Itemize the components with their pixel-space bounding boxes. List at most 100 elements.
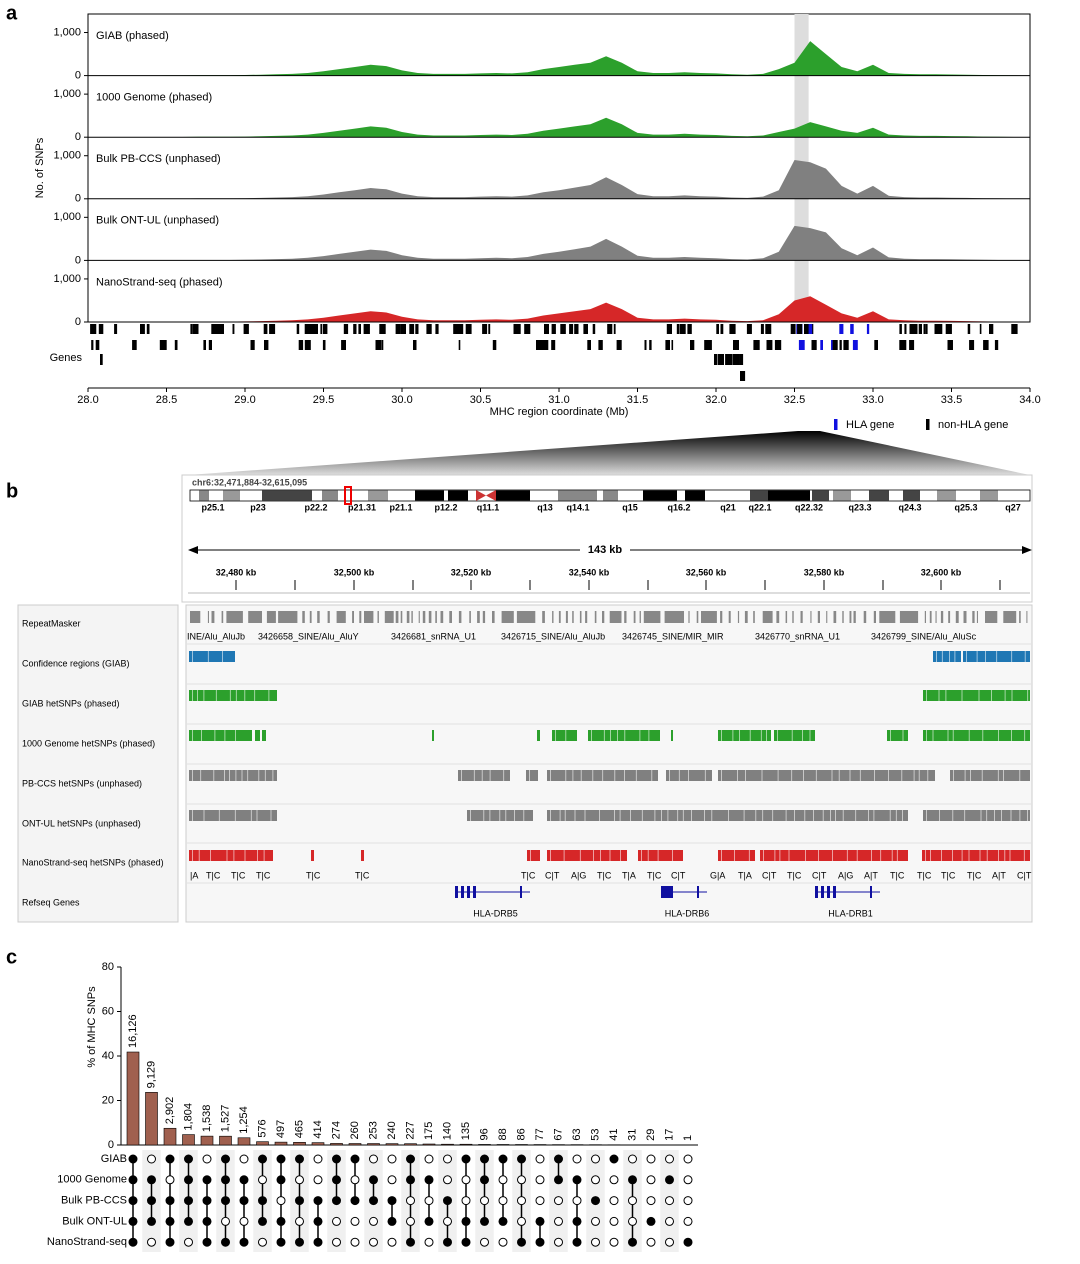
snp-gap (947, 730, 949, 741)
gene (613, 324, 616, 334)
track-name: Refseq Genes (22, 897, 80, 907)
count-label: 240 (386, 1121, 398, 1139)
membership-dot (184, 1154, 193, 1164)
count-label: 77 (534, 1128, 546, 1140)
membership-dot (369, 1196, 378, 1206)
gene (843, 340, 849, 350)
bar (311, 1142, 325, 1146)
snp-gap (791, 770, 793, 781)
gene (551, 324, 556, 334)
snp-gap (630, 810, 631, 821)
snp-gap (788, 850, 790, 861)
count-label: 1,527 (219, 1105, 231, 1133)
snp-block (718, 770, 935, 781)
snp-gap (998, 850, 999, 861)
count-label: 67 (552, 1128, 564, 1140)
snp-gap (201, 730, 202, 741)
membership-dot (628, 1237, 637, 1247)
membership-dot (202, 1196, 212, 1206)
band (685, 490, 705, 501)
genes-label: Genes (50, 352, 83, 364)
repeat (817, 611, 820, 623)
gene (159, 340, 164, 350)
snp-gap (235, 730, 236, 741)
membership-dot (424, 1175, 434, 1185)
repeat (411, 611, 413, 623)
snp-gap (641, 850, 642, 861)
snp-gap (728, 810, 729, 821)
snp-gap (901, 770, 903, 781)
gene (766, 340, 773, 350)
band (869, 490, 889, 501)
exon (520, 886, 522, 898)
gene (918, 324, 921, 334)
repeat (359, 611, 362, 623)
membership-dot (609, 1237, 619, 1247)
membership-dot (554, 1154, 563, 1164)
membership-dot (554, 1237, 563, 1247)
membership-dot (498, 1154, 508, 1164)
membership-dot (517, 1216, 526, 1226)
repeat (594, 611, 597, 623)
band (768, 490, 810, 501)
membership-dot (128, 1216, 138, 1226)
allele: C|T (812, 870, 827, 880)
gene (904, 324, 907, 334)
repeat (492, 611, 495, 623)
gene (323, 324, 328, 334)
snp-block (922, 850, 1030, 861)
membership-dot (313, 1216, 323, 1226)
snp-block (189, 690, 277, 701)
snp-gap (802, 730, 803, 741)
repeat-label: 3426658_SINE/Alu_AluY (258, 631, 359, 641)
gene (899, 340, 906, 350)
repeat (302, 611, 305, 623)
membership-dot (239, 1175, 249, 1185)
snp-gap (991, 690, 992, 701)
y-tick-label: 60 (102, 1005, 114, 1017)
snp-gap (831, 770, 833, 781)
gene-label: HLA-DRB5 (473, 908, 518, 918)
gene (909, 340, 915, 350)
snp-gap (763, 850, 764, 861)
membership-dot (461, 1237, 471, 1247)
snp-gap (210, 850, 211, 861)
exon (461, 886, 464, 898)
snp-gap (234, 810, 236, 821)
snp-gap (530, 850, 531, 861)
exon (455, 886, 458, 898)
snp-gap (244, 690, 246, 701)
track-title: Bulk PB-CCS (unphased) (96, 153, 221, 165)
membership-dot (406, 1237, 415, 1247)
repeat-label: INE/Alu_AluJb (187, 631, 245, 641)
gene (492, 340, 497, 350)
snp-gap (224, 770, 225, 781)
legend-label: HLA gene (846, 419, 894, 431)
count-label: 414 (312, 1120, 324, 1138)
snp-gap (218, 810, 220, 821)
count-label: 497 (275, 1120, 287, 1138)
bar (367, 1143, 380, 1146)
snp-gap (945, 690, 947, 701)
gene (375, 340, 382, 350)
snp-block (189, 770, 277, 781)
repeat (602, 611, 605, 623)
gene (524, 324, 531, 334)
membership-dot (128, 1196, 138, 1206)
snp-gap (1010, 810, 1012, 821)
snp-gap (936, 651, 937, 662)
gene (114, 324, 118, 334)
snp-gap (818, 850, 819, 861)
count-label: 227 (404, 1121, 416, 1139)
membership-dot (239, 1154, 249, 1164)
repeat (800, 611, 803, 623)
snp-gap (473, 770, 475, 781)
repeat (384, 611, 394, 623)
x-tick-label: 30.0 (391, 394, 412, 406)
snp-gap (224, 730, 226, 741)
snp-gap (961, 850, 963, 861)
snp-gap (953, 770, 954, 781)
snp-gap (555, 730, 556, 741)
gene (733, 340, 739, 350)
bar (478, 1144, 491, 1146)
